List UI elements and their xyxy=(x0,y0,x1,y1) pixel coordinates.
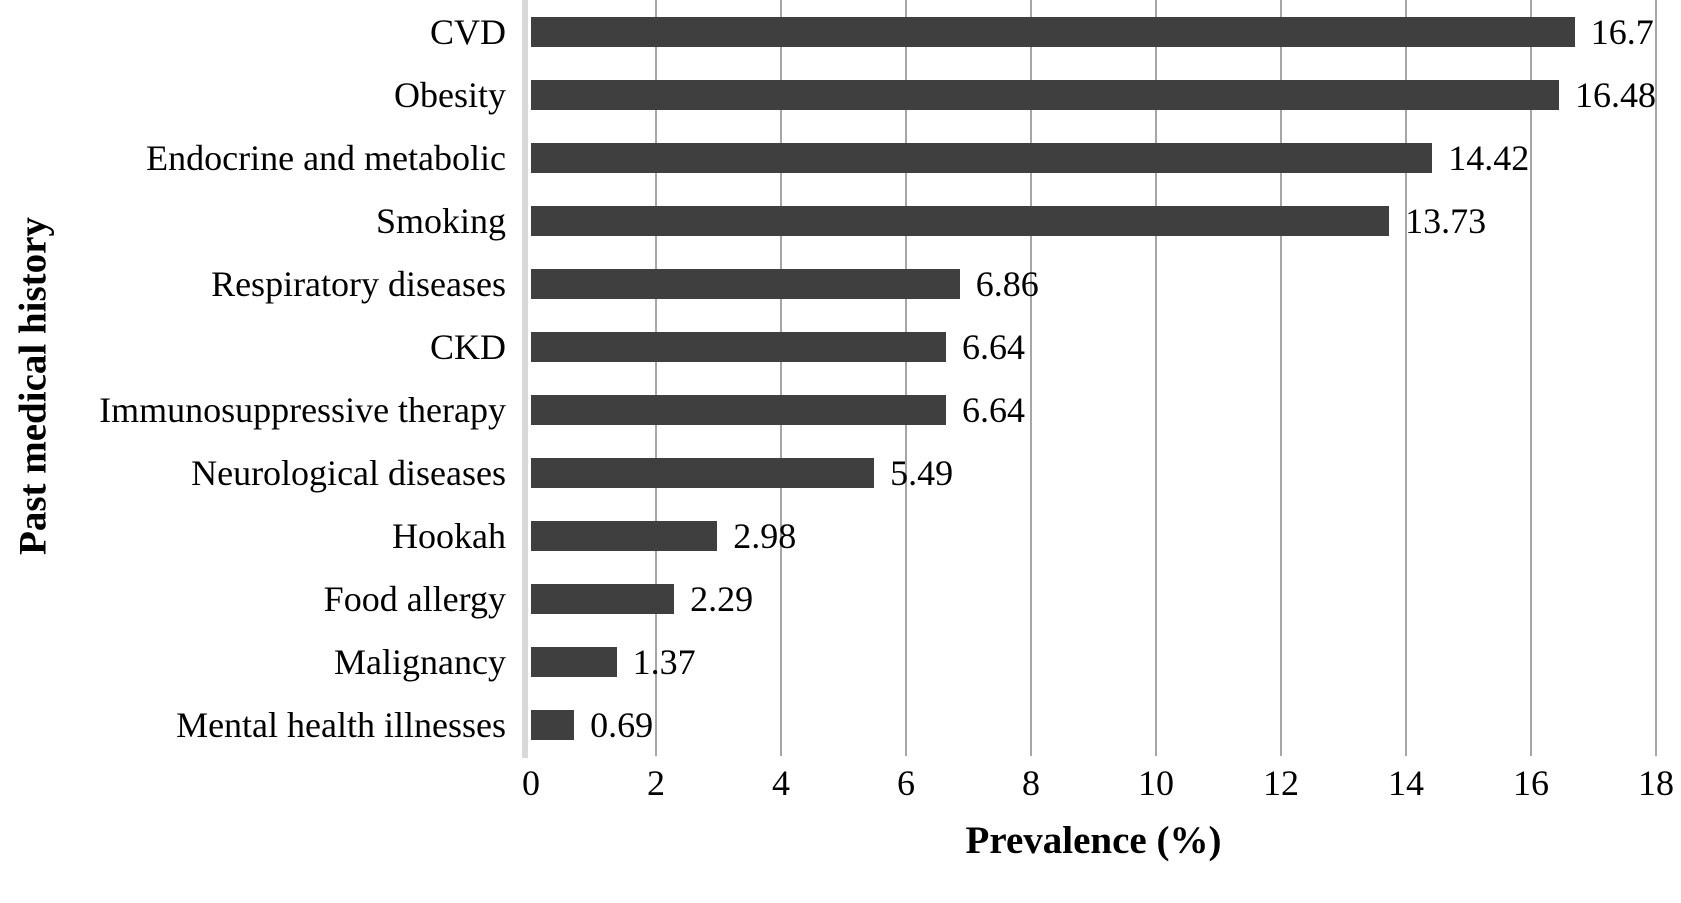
bar-row: 5.49 xyxy=(531,441,1656,504)
bar-row: 6.64 xyxy=(531,315,1656,378)
category-label: Food allergy xyxy=(323,578,506,619)
value-label: 6.86 xyxy=(975,263,1039,304)
value-label: 14.42 xyxy=(1448,137,1530,178)
category-label: Obesity xyxy=(394,74,506,115)
gridlines xyxy=(531,0,1657,756)
category-label: Neurological diseases xyxy=(191,452,506,493)
bar xyxy=(531,16,1575,47)
bar xyxy=(531,457,875,488)
bar xyxy=(531,331,946,362)
bar xyxy=(531,394,946,425)
gridline xyxy=(1155,0,1157,756)
category-labels: CVD Obesity Endocrine and metabolic Smoking… xyxy=(0,0,506,756)
value-label: 5.49 xyxy=(890,452,954,493)
bar-row: 13.73 xyxy=(531,189,1656,252)
category-label: CVD xyxy=(429,11,506,52)
bar-row: 1.37 xyxy=(531,630,1656,693)
gridline xyxy=(1030,0,1032,756)
value-label: 6.64 xyxy=(962,389,1025,430)
x-tick-label: 4 xyxy=(772,763,790,803)
category-label: Hookah xyxy=(392,515,506,556)
x-tick-label: 14 xyxy=(1388,763,1424,803)
value-label: 13.73 xyxy=(1405,200,1487,241)
gridline xyxy=(780,0,782,756)
bar xyxy=(531,583,675,614)
bar-row: 2.98 xyxy=(531,504,1656,567)
bar xyxy=(531,646,617,677)
x-tick-label: 18 xyxy=(1638,763,1674,803)
bar-row: 0.69 xyxy=(531,693,1656,756)
bar-row: 6.86 xyxy=(531,252,1656,315)
gridline xyxy=(1280,0,1282,756)
bar xyxy=(531,520,718,551)
y-axis-line xyxy=(522,0,528,758)
plot-area: 16.7 16.48 14.42 13.73 6.86 6.64 6.64 5.49 2.98 2… xyxy=(531,0,1657,756)
bar-row: 16.7 xyxy=(531,0,1656,63)
x-tick-label: 12 xyxy=(1263,763,1299,803)
x-axis-ticks: 0 2 4 6 8 10 12 14 16 18 xyxy=(522,762,1674,810)
value-label: 16.7 xyxy=(1590,11,1654,52)
category-label: Respiratory diseases xyxy=(211,263,506,304)
gridline xyxy=(1655,0,1657,756)
bar-row: 2.29 xyxy=(531,567,1656,630)
value-label: 16.48 xyxy=(1575,74,1656,115)
category-label: Mental health illnesses xyxy=(176,704,506,745)
category-label: Endocrine and metabolic xyxy=(146,137,506,178)
x-tick-label: 0 xyxy=(522,763,540,803)
bar-row: 6.64 xyxy=(531,378,1656,441)
gridline xyxy=(905,0,907,756)
x-tick-label: 10 xyxy=(1138,763,1174,803)
value-label: 6.64 xyxy=(962,326,1025,367)
bar xyxy=(531,709,575,740)
bar xyxy=(531,79,1559,110)
gridline xyxy=(1405,0,1407,756)
bar xyxy=(531,142,1433,173)
bar-row: 14.42 xyxy=(531,126,1656,189)
value-label: 2.29 xyxy=(690,578,754,619)
value-label: 0.69 xyxy=(590,704,654,745)
category-label: Malignancy xyxy=(334,641,506,682)
category-label: Immunosuppressive therapy xyxy=(99,389,506,430)
value-label: 1.37 xyxy=(632,641,696,682)
x-axis-title: Prevalence (%) xyxy=(965,819,1222,862)
value-label: 2.98 xyxy=(733,515,797,556)
gridline xyxy=(655,0,657,756)
category-label: Smoking xyxy=(375,200,506,241)
x-tick-label: 6 xyxy=(897,763,915,803)
gridline xyxy=(1530,0,1532,756)
bar xyxy=(531,205,1390,236)
bar-row: 16.48 xyxy=(531,63,1656,126)
x-tick-label: 8 xyxy=(1022,763,1040,803)
bar-rows: 16.7 16.48 14.42 13.73 6.86 6.64 6.64 5.49 2.98 2… xyxy=(531,0,1656,756)
x-tick-label: 16 xyxy=(1513,763,1549,803)
bar xyxy=(531,268,960,299)
category-label: CKD xyxy=(429,326,506,367)
x-tick-label: 2 xyxy=(647,763,665,803)
